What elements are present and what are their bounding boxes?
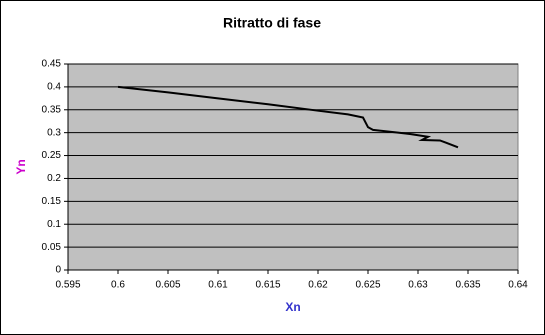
x-axis-label: Xn — [285, 300, 300, 314]
x-tick-label: 0.605 — [155, 280, 180, 291]
y-tick-label: 0.15 — [42, 196, 62, 207]
x-tick-label: 0.635 — [455, 280, 480, 291]
x-tick-label: 0.62 — [308, 280, 328, 291]
y-tick-label: 0.35 — [42, 104, 62, 115]
y-tick-label: 0 — [55, 265, 61, 276]
y-tick-label: 0.45 — [42, 59, 62, 70]
x-tick-label: 0.63 — [408, 280, 428, 291]
plot-area — [67, 63, 519, 271]
y-axis-label: Yn — [14, 159, 28, 174]
x-tick-label: 0.595 — [55, 280, 80, 291]
chart-title: Ritratto di fase — [223, 15, 321, 31]
data-line — [117, 85, 459, 149]
y-tick-label: 0.25 — [42, 150, 62, 161]
y-tick-label: 0.4 — [47, 82, 61, 93]
y-tick-label: 0.3 — [47, 127, 61, 138]
x-tick-label: 0.64 — [508, 280, 528, 291]
y-tick-label: 0.2 — [47, 173, 61, 184]
x-tick-label: 0.61 — [208, 280, 228, 291]
y-tick-label: 0.1 — [47, 219, 61, 230]
x-tick-label: 0.625 — [355, 280, 380, 291]
x-tick-label: 0.6 — [111, 280, 125, 291]
x-tick-label: 0.615 — [255, 280, 280, 291]
y-tick-label: 0.05 — [42, 242, 62, 253]
